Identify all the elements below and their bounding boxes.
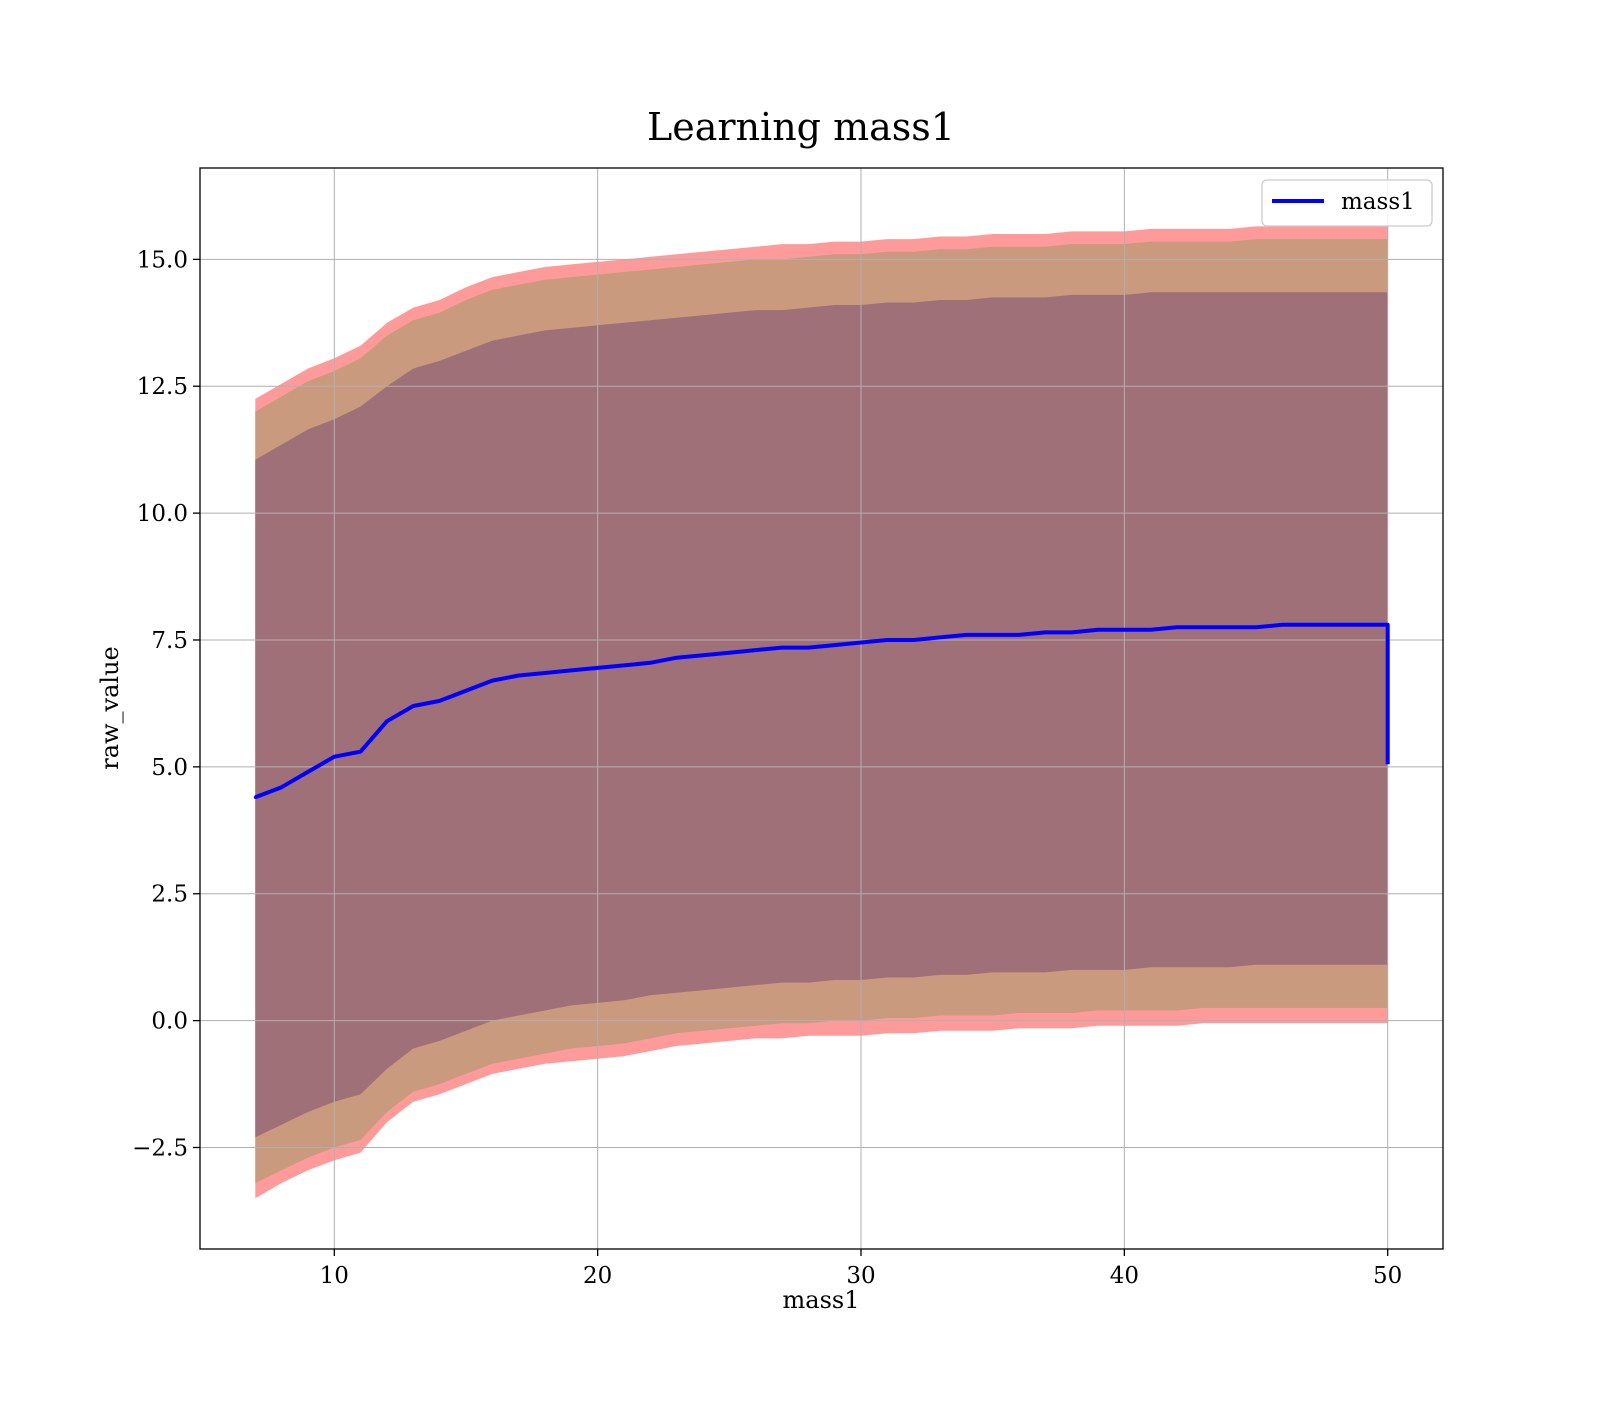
series-lines [253, 622, 1390, 800]
data-point [543, 671, 547, 675]
data-point [859, 641, 863, 645]
y-axis-ticks: −2.5 0.0 2.5 5.0 7.5 10.0 12.5 15.0 [132, 247, 200, 1161]
data-point [1228, 625, 1232, 629]
data-point [1017, 633, 1021, 637]
data-point [385, 719, 389, 723]
x-axis-label: mass1 [783, 1286, 860, 1314]
data-point [1070, 630, 1074, 634]
data-point [991, 633, 995, 637]
data-point [885, 638, 889, 642]
data-point [1359, 623, 1363, 627]
data-point [648, 661, 652, 665]
data-point [1386, 623, 1390, 627]
confidence-bands [255, 226, 1388, 1199]
data-point [1043, 630, 1047, 634]
data-point [780, 646, 784, 650]
data-point [964, 633, 968, 637]
x-tick-label: 40 [1110, 1263, 1139, 1289]
x-tick-label: 20 [583, 1263, 612, 1289]
data-point [701, 653, 705, 657]
y-axis-label: raw_value [96, 646, 124, 770]
data-point [754, 648, 758, 652]
x-tick-label: 10 [320, 1263, 349, 1289]
data-point [517, 674, 521, 678]
x-tick-label: 50 [1373, 1263, 1402, 1289]
data-point [1149, 628, 1153, 632]
band-inner [255, 292, 1388, 1138]
y-tick-label: −2.5 [132, 1135, 188, 1161]
data-point [622, 663, 626, 667]
data-point [359, 750, 363, 754]
plot-frame [199, 167, 1444, 1250]
data-point [1201, 625, 1205, 629]
x-tick-label: 30 [846, 1263, 875, 1289]
y-tick-label: 0.0 [151, 1009, 188, 1035]
x-axis-ticks: 10 20 30 40 50 [320, 1249, 1402, 1289]
data-point [1280, 623, 1284, 627]
data-point [569, 668, 573, 672]
data-point [675, 656, 679, 660]
legend-box [1261, 179, 1433, 227]
data-point [464, 689, 468, 693]
data-point [1122, 628, 1126, 632]
y-tick-label: 15.0 [137, 247, 188, 273]
y-tick-label: 2.5 [151, 882, 188, 908]
data-point [833, 643, 837, 647]
data-point [253, 795, 257, 799]
data-point [912, 638, 916, 642]
data-point [1175, 625, 1179, 629]
y-tick-label: 12.5 [137, 374, 188, 400]
chart-title: Learning mass1 [647, 105, 955, 149]
data-point [1333, 623, 1337, 627]
data-point [727, 651, 731, 655]
data-point [1307, 623, 1311, 627]
legend: mass1 [1261, 179, 1433, 227]
data-point [438, 699, 442, 703]
data-point [306, 770, 310, 774]
data-point [1096, 628, 1100, 632]
data-point [332, 755, 336, 759]
data-point [411, 704, 415, 708]
legend-label: mass1 [1341, 189, 1415, 215]
y-tick-label: 5.0 [151, 755, 188, 781]
data-point [596, 666, 600, 670]
y-tick-label: 7.5 [151, 628, 188, 654]
data-point [1254, 625, 1258, 629]
data-point [806, 646, 810, 650]
data-point [280, 785, 284, 789]
data-point [490, 679, 494, 683]
y-tick-label: 10.0 [137, 501, 188, 527]
data-point [938, 635, 942, 639]
